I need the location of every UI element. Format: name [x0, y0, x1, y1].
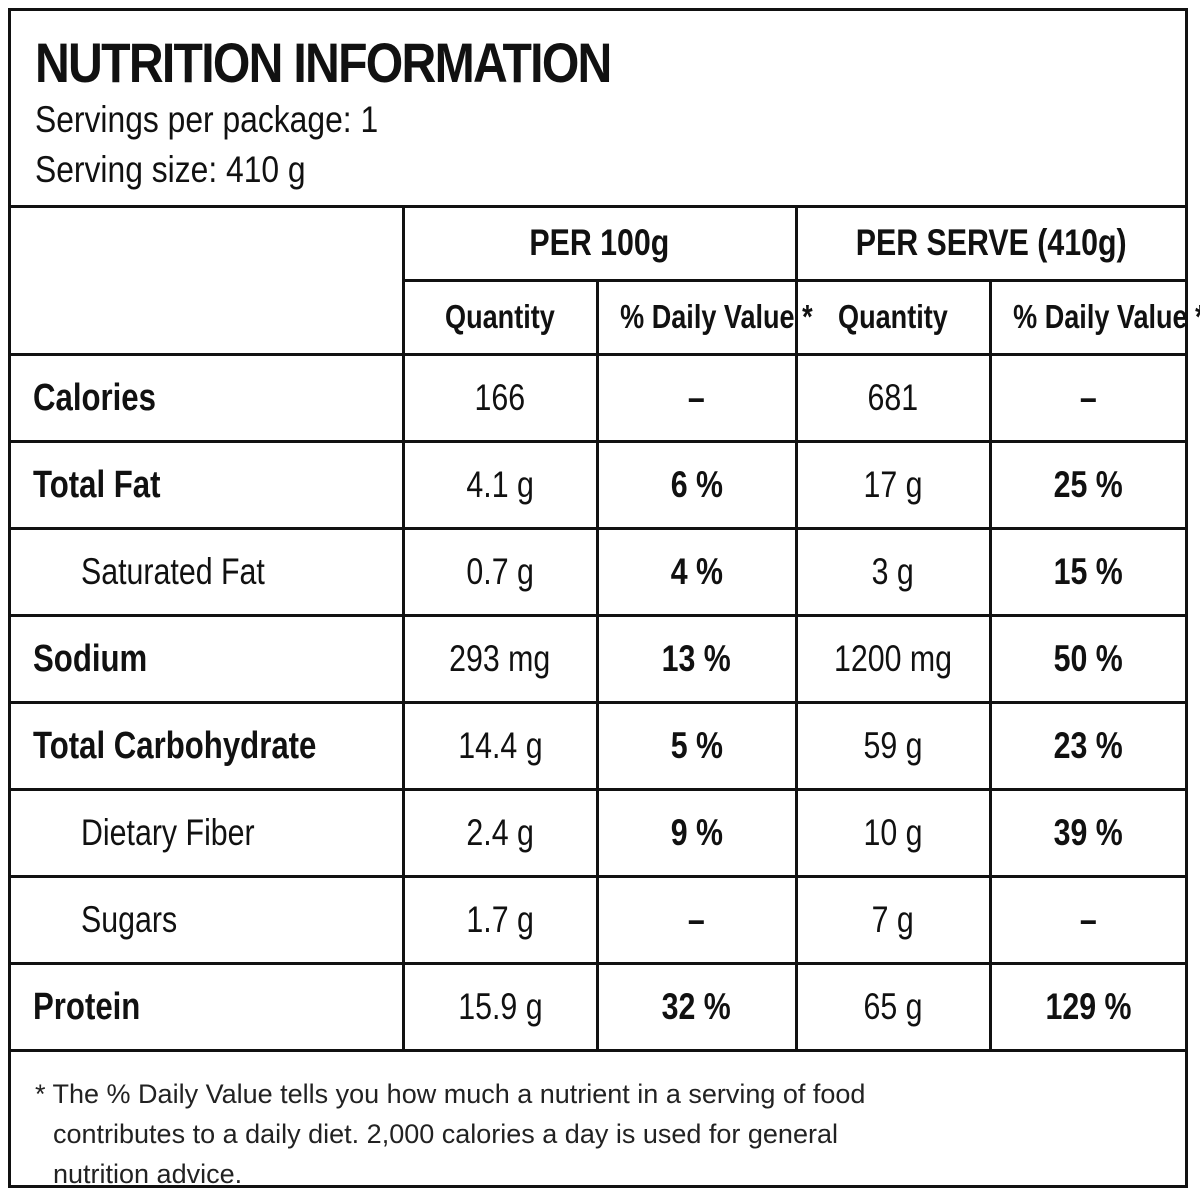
per-100g-quantity: 14.4 g [401, 701, 599, 791]
per-serve-quantity: 1200 mg [794, 614, 992, 704]
nutrition-panel: NUTRITION INFORMATION Servings per packa… [8, 8, 1200, 1189]
per-serve-daily-value: 129 % [988, 962, 1186, 1052]
per-serve-daily-value: – [988, 353, 1186, 443]
serving-size: Serving size: 410 g [35, 149, 306, 190]
nutrient-label: Sodium [11, 614, 405, 704]
nutrient-row: Calories 166–681– [11, 353, 1186, 443]
per-100g-quantity: 293 mg [401, 614, 599, 704]
per-100g-quantity: 1.7 g [401, 875, 599, 965]
per-serve-quantity: 59 g [794, 701, 992, 791]
per-serve-quantity: 10 g [794, 788, 992, 878]
per-100g-daily-value: 6 % [595, 440, 798, 530]
per-100g-daily-value: 32 % [595, 962, 798, 1052]
per-100g-quantity: 15.9 g [401, 962, 599, 1052]
per-100g-quantity: 0.7 g [401, 527, 599, 617]
nutrient-label: Sugars [11, 875, 405, 965]
nutrient-row: Sodium 293 mg 13 % 1200 mg 50 % [11, 614, 1186, 704]
per-100g-daily-value: 5 % [595, 701, 798, 791]
per-serve-daily-value: – [988, 875, 1186, 965]
per-100g-quantity: 4.1 g [401, 440, 599, 530]
nutrient-label: Dietary Fiber [11, 788, 405, 878]
per-100g-quantity: 166 [401, 353, 599, 443]
nutrient-label: Protein [11, 962, 405, 1052]
per-100g-quantity: 2.4 g [401, 788, 599, 878]
sub-header-quantity: Quantity [794, 279, 992, 356]
nutrient-label: Calories [11, 353, 405, 443]
per-serve-quantity: 7 g [794, 875, 992, 965]
footnote-box: * The % Daily Value tells you how much a… [11, 1052, 1185, 1194]
servings-per-package: Servings per package: 1 [35, 99, 379, 140]
nutrient-label: Saturated Fat [11, 527, 405, 617]
panel-header: NUTRITION INFORMATION Servings per packa… [11, 11, 1185, 208]
sub-header-quantity: Quantity [403, 279, 599, 356]
per-serve-daily-value: 25 % [988, 440, 1186, 530]
per-100g-daily-value: – [595, 353, 798, 443]
sub-header-row: Quantity % Daily Value * Quantity % Dail… [11, 279, 1200, 356]
per-serve-quantity: 3 g [794, 527, 992, 617]
sub-header-daily-value: % Daily Value * [988, 279, 1200, 356]
footnote: * The % Daily Value tells you how much a… [35, 1079, 866, 1189]
sub-header-daily-value: % Daily Value * [595, 279, 812, 356]
nutrient-row: Protein 15.9 g 32 % 65 g 129 % [11, 962, 1186, 1052]
per-serve-daily-value: 50 % [988, 614, 1186, 704]
per-100g-daily-value: 9 % [595, 788, 798, 878]
group-header-row: PER 100g PER SERVE (410g) [11, 208, 1186, 356]
group-header-per-serve: PER SERVE (410g) [794, 208, 1186, 282]
per-100g-daily-value: – [595, 875, 798, 965]
nutrient-label: Total Carbohydrate [11, 701, 405, 791]
per-serve-daily-value: 23 % [988, 701, 1186, 791]
per-serve-quantity: 681 [794, 353, 992, 443]
per-100g-daily-value: 13 % [595, 614, 798, 704]
nutrition-table: PER 100g PER SERVE (410g) Quantity % Dai… [11, 208, 1200, 1052]
group-header-per-100g: PER 100g [401, 208, 798, 282]
per-serve-daily-value: 15 % [988, 527, 1186, 617]
per-serve-quantity: 65 g [794, 962, 992, 1052]
per-100g-daily-value: 4 % [595, 527, 798, 617]
nutrient-label: Total Fat [11, 440, 405, 530]
panel-title: NUTRITION INFORMATION [35, 31, 612, 94]
per-serve-daily-value: 39 % [988, 788, 1186, 878]
blank-header-cell [11, 208, 405, 356]
nutrient-row: Sugars 1.7 g –7 g – [11, 875, 1186, 965]
per-serve-quantity: 17 g [794, 440, 992, 530]
